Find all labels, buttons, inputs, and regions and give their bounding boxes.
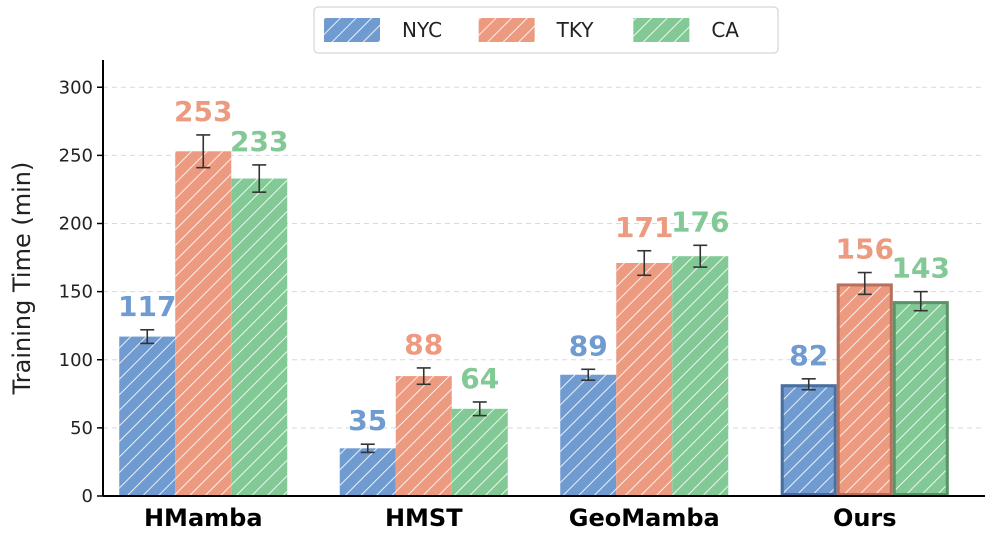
legend-swatch-hatch: [324, 18, 380, 42]
legend: NYC TKY CA: [313, 6, 779, 54]
bar-hatch: [560, 374, 617, 496]
data-label: 233: [230, 125, 288, 158]
bar-hatch: [892, 301, 949, 496]
bar-hatch: [175, 151, 232, 496]
y-tick-label: 50: [70, 418, 93, 439]
y-tick-label: 300: [59, 77, 93, 98]
error-bars: [140, 134, 928, 454]
legend-label: NYC: [402, 18, 442, 42]
x-tick-label: Ours: [833, 504, 897, 532]
bar-hatch: [780, 384, 837, 496]
data-label: 88: [404, 328, 443, 361]
legend-label: CA: [711, 18, 739, 42]
data-label: 156: [836, 233, 894, 266]
x-tick-label: GeoMamba: [569, 504, 720, 532]
bars: [119, 151, 949, 497]
y-ticks: 0 50 100 150 200 250 300: [59, 77, 103, 507]
y-tick-label: 250: [59, 145, 93, 166]
data-label: 176: [671, 205, 729, 238]
data-label: 171: [615, 211, 673, 244]
x-tick-label: HMamba: [144, 504, 263, 532]
bar-hatch: [616, 263, 673, 496]
bar-hatch: [672, 256, 729, 496]
data-label: 143: [892, 252, 950, 285]
x-tick-label: HMST: [385, 504, 463, 532]
y-tick-label: 200: [59, 214, 93, 235]
legend-swatch-hatch: [478, 18, 535, 42]
legend-box: [313, 6, 779, 54]
y-tick-label: 150: [59, 282, 93, 303]
bar-hatch: [451, 408, 508, 496]
data-label: 253: [174, 95, 232, 128]
legend-label: TKY: [556, 18, 595, 42]
y-tick-label: 0: [82, 486, 93, 507]
legend-swatch-hatch: [633, 18, 690, 42]
y-axis-title: Training Time (min): [8, 162, 36, 396]
y-tick-label: 100: [59, 350, 93, 371]
data-label: 64: [460, 362, 499, 395]
axes: [102, 60, 985, 497]
data-label: 117: [118, 290, 176, 323]
bar-hatch: [339, 448, 396, 496]
x-ticks: HMamba HMST GeoMamba Ours: [144, 504, 897, 532]
bar-hatch: [395, 376, 452, 496]
bar-hatch: [231, 178, 288, 496]
bar-hatch: [119, 336, 176, 496]
data-label: 35: [348, 404, 387, 437]
data-label: 89: [569, 329, 608, 362]
bar-hatch: [836, 283, 893, 496]
data-label: 82: [789, 339, 828, 372]
